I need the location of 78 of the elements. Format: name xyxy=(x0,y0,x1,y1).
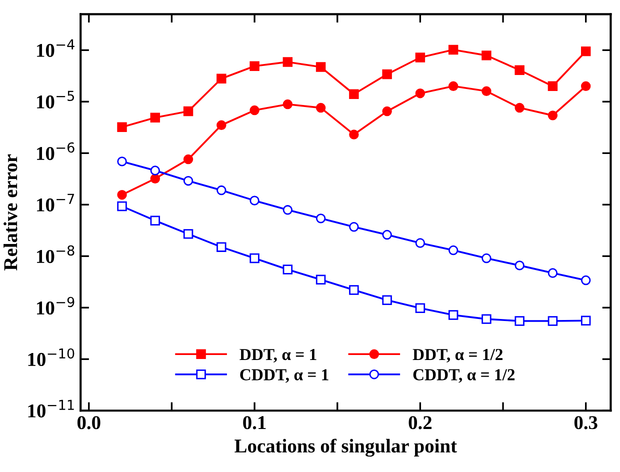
point xyxy=(514,65,524,75)
y-tick-label: 10$^{−11}$ xyxy=(28,400,74,418)
point xyxy=(415,52,426,62)
point xyxy=(482,314,492,324)
y-tick-label: 10$^{−8}$ xyxy=(37,245,74,264)
legend-label: DDT, α = 1/2 xyxy=(412,348,503,363)
point xyxy=(448,245,458,256)
point xyxy=(580,316,591,326)
point xyxy=(349,285,359,295)
point xyxy=(183,176,194,186)
point xyxy=(514,102,524,113)
point xyxy=(548,81,558,92)
point xyxy=(282,99,293,110)
point xyxy=(514,316,524,326)
point xyxy=(482,253,492,264)
point xyxy=(448,310,458,320)
y-tick-label: 10$^{−7}$ xyxy=(37,194,74,212)
point xyxy=(316,274,326,284)
y-axis-title: Relative error xyxy=(4,154,18,270)
point xyxy=(117,201,127,212)
y-tick-label: 10$^{−6}$ xyxy=(37,142,74,160)
point xyxy=(415,88,426,98)
point xyxy=(183,154,194,164)
point xyxy=(448,44,458,55)
point xyxy=(415,238,426,248)
point xyxy=(150,166,160,176)
point xyxy=(117,156,127,166)
point xyxy=(216,185,226,196)
x-axis-title: Locations of singular point xyxy=(234,438,457,457)
point xyxy=(316,214,326,224)
point xyxy=(117,190,127,200)
y-tick-label: 10$^{−4}$ xyxy=(37,39,74,57)
point xyxy=(316,62,326,72)
point xyxy=(250,196,260,206)
point xyxy=(548,268,558,278)
point xyxy=(448,81,458,92)
y-tick-label: 10$^{−5}$ xyxy=(37,90,74,108)
point xyxy=(580,81,591,92)
point xyxy=(382,69,392,80)
point xyxy=(282,57,293,67)
point xyxy=(216,120,226,130)
point xyxy=(382,295,392,305)
point xyxy=(580,46,591,56)
point xyxy=(415,303,426,313)
point xyxy=(382,106,392,116)
point xyxy=(316,102,326,113)
point xyxy=(216,242,226,252)
x-tick-label: 0.3 xyxy=(574,416,598,430)
point xyxy=(382,230,392,240)
point xyxy=(216,74,226,84)
point xyxy=(117,122,127,132)
point xyxy=(183,229,194,239)
point xyxy=(150,216,160,226)
point xyxy=(282,264,293,274)
point xyxy=(548,110,558,120)
point xyxy=(250,61,260,71)
point xyxy=(349,130,359,140)
point xyxy=(514,260,524,270)
legend-label: CDDT, α = 1/2 xyxy=(413,369,515,383)
x-tick-label: 0.0 xyxy=(77,416,100,430)
point xyxy=(349,222,359,232)
point xyxy=(548,316,558,326)
point xyxy=(349,89,359,99)
legend-label: CDDT, α = 1 xyxy=(240,369,328,383)
point xyxy=(150,174,160,184)
legend-label: DDT, α = 1 xyxy=(240,348,316,363)
y-tick-label: 10$^{−10}$ xyxy=(28,348,74,366)
point xyxy=(282,205,293,215)
x-tick-label: 0.1 xyxy=(243,416,266,430)
point xyxy=(150,112,160,122)
point xyxy=(183,106,194,116)
point xyxy=(250,105,260,116)
point xyxy=(482,50,492,60)
x-tick-label: 0.2 xyxy=(408,416,432,430)
point xyxy=(482,86,492,96)
point xyxy=(580,275,591,286)
y-tick-label: 10$^{−9}$ xyxy=(37,296,74,315)
point xyxy=(250,253,260,264)
